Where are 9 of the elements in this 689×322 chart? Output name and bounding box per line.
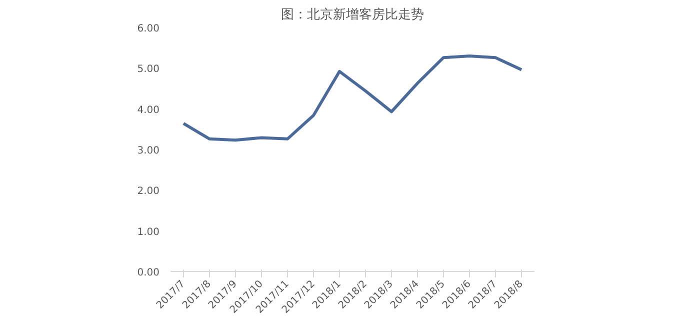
chart-title: 图：北京新增客房比走势 xyxy=(281,6,424,22)
y-tick-label: 1.00 xyxy=(137,226,160,238)
y-tick-label: 0.00 xyxy=(137,268,160,278)
y-tick-label: 6.00 xyxy=(137,24,160,34)
y-tick-label: 4.00 xyxy=(137,104,160,116)
y-tick-label: 5.00 xyxy=(137,64,160,76)
y-tick-label: 2.00 xyxy=(137,186,160,198)
y-tick-label: 3.00 xyxy=(137,146,160,156)
line-series xyxy=(182,54,523,142)
